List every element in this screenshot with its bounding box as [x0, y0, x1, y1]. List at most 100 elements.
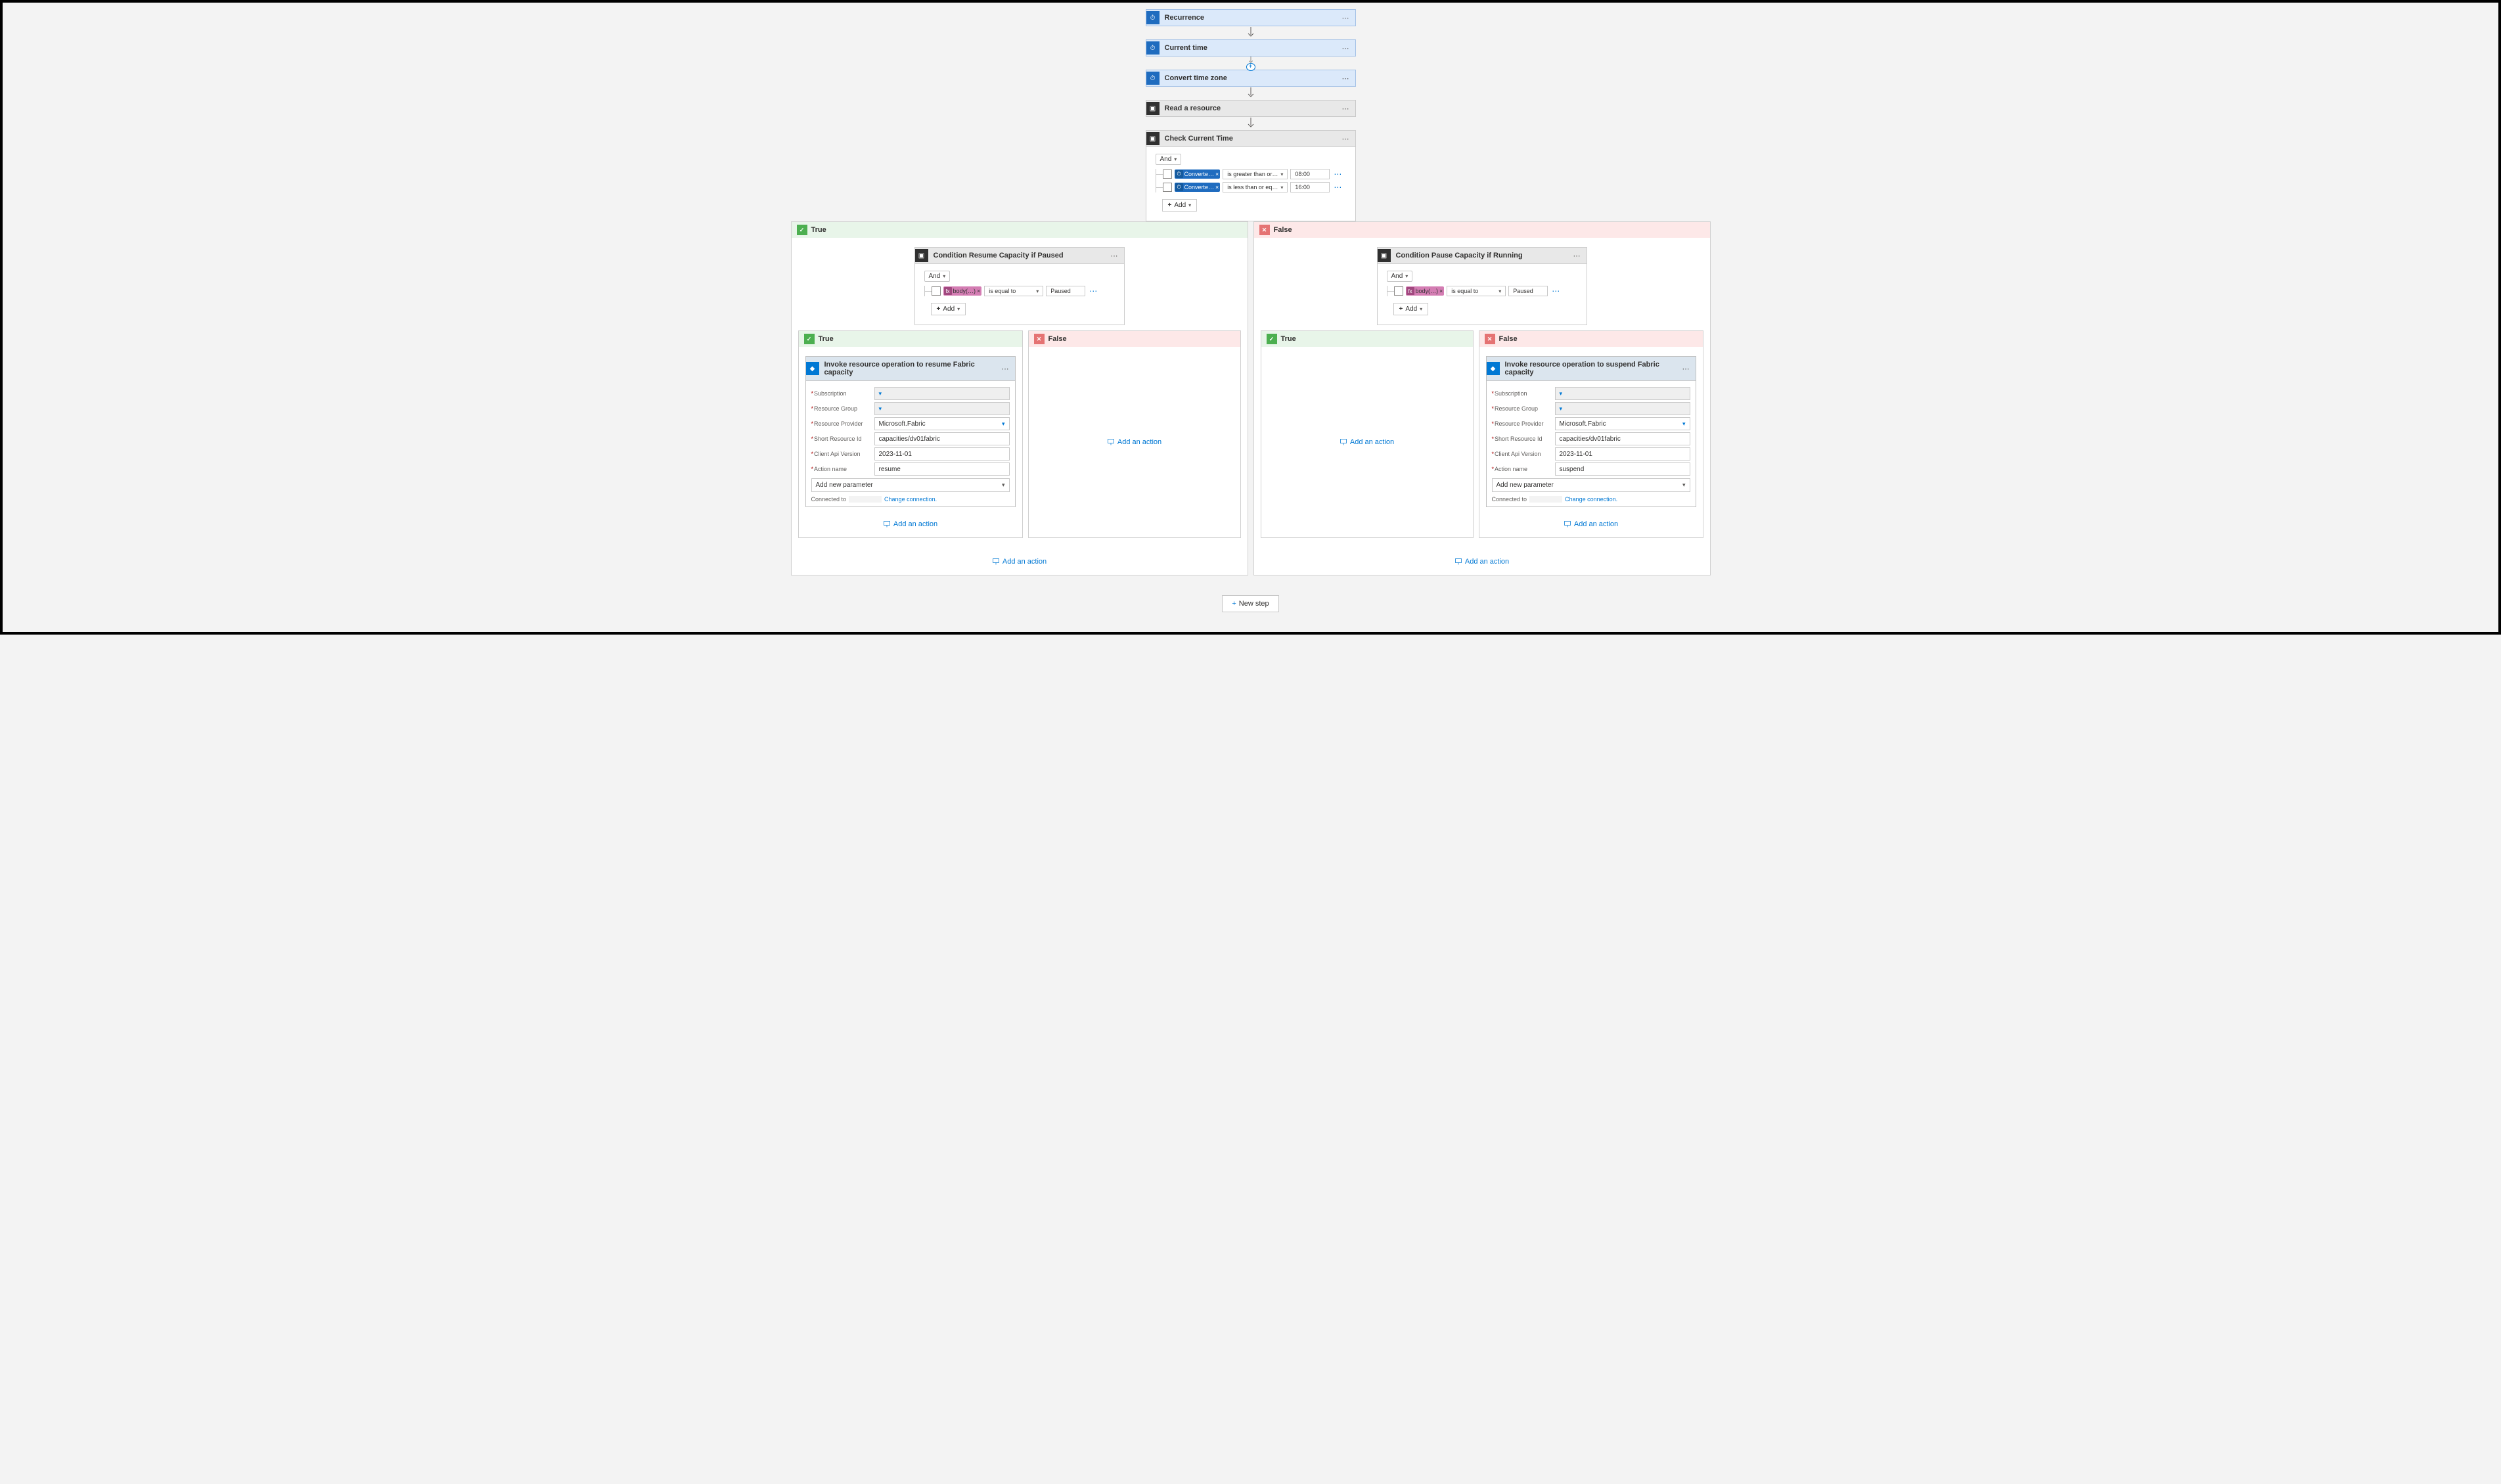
field-input[interactable]	[1555, 402, 1690, 415]
invoke-suspend-form: *Subscription*Resource Group*Resource Pr…	[1487, 381, 1696, 506]
trigger-card[interactable]: ⏱Current time⋯	[1146, 39, 1356, 56]
trigger-card[interactable]: ▣Read a resource⋯	[1146, 100, 1356, 117]
body-token[interactable]: fx body(…) ×	[943, 286, 982, 296]
trigger-menu[interactable]: ⋯	[1337, 74, 1355, 83]
pause-condition-row: fx body(…) × is equal to Paused ⋯	[1394, 286, 1577, 296]
field-input[interactable]: resume	[874, 462, 1010, 476]
field-input[interactable]	[874, 402, 1010, 415]
row-menu[interactable]: ⋯	[1552, 286, 1560, 296]
invoke-suspend-header[interactable]: ◆ Invoke resource operation to suspend F…	[1487, 357, 1696, 381]
resume-logic-selector[interactable]: And	[924, 271, 951, 282]
add-action-link[interactable]: Add an action	[1454, 558, 1509, 566]
check-header[interactable]: ▣ Check Current Time ⋯	[1146, 131, 1355, 147]
add-action-link[interactable]: Add an action	[1340, 438, 1394, 446]
add-action-link[interactable]: Add an action	[992, 558, 1047, 566]
add-action-icon	[1340, 438, 1347, 446]
field-input[interactable]: 2023-11-01	[874, 447, 1010, 461]
add-parameter-dropdown[interactable]: Add new parameter	[811, 478, 1010, 492]
field-label: *Action name	[1492, 466, 1551, 472]
converted-time-token[interactable]: ⏱Converte…×	[1175, 183, 1221, 192]
row-menu[interactable]: ⋯	[1334, 183, 1342, 192]
connection-row: Connected toChange connection.	[811, 496, 1010, 503]
condition-resume-header[interactable]: ▣ Condition Resume Capacity if Paused ⋯	[915, 248, 1124, 264]
pause-inner-true: ✓ True Add an action	[1261, 330, 1474, 538]
token-remove[interactable]: ×	[1215, 184, 1219, 191]
add-action-link[interactable]: Add an action	[1564, 520, 1618, 528]
check-add-row[interactable]: Add	[1162, 199, 1198, 212]
operator-select[interactable]: is greater than or…	[1223, 169, 1288, 179]
invoke-resume-card: ◆ Invoke resource operation to resume Fa…	[805, 356, 1016, 507]
operator-select[interactable]: is equal to	[984, 286, 1043, 296]
resume-condition-row: fx body(…) × is equal to Paused ⋯	[932, 286, 1115, 296]
add-action-icon	[992, 558, 1000, 566]
form-row-resourceGroup: *Resource Group	[811, 402, 1010, 415]
form-row-actionName: *Action name suspend	[1492, 462, 1690, 476]
add-action-link[interactable]: Add an action	[1107, 438, 1161, 446]
add-parameter-dropdown[interactable]: Add new parameter	[1492, 478, 1690, 492]
trigger-card[interactable]: ⏱Convert time zone⋯	[1146, 70, 1356, 87]
row-menu[interactable]: ⋯	[1089, 286, 1098, 296]
value-input[interactable]: 08:00	[1290, 169, 1330, 179]
form-row-clientApiVersion: *Client Api Version2023-11-01	[1492, 447, 1690, 461]
trigger-card[interactable]: ⏱Recurrence⋯	[1146, 9, 1356, 26]
converted-time-token[interactable]: ⏱Converte…×	[1175, 169, 1221, 179]
token-remove[interactable]: ×	[1439, 288, 1443, 294]
change-connection-link[interactable]: Change connection.	[884, 496, 937, 503]
row-checkbox[interactable]	[1163, 183, 1172, 192]
pause-logic-selector[interactable]: And	[1387, 271, 1413, 282]
field-input[interactable]: capacities/dv01fabric	[1555, 432, 1690, 445]
field-label: *Resource Group	[1492, 405, 1551, 412]
trigger-icon: ⏱	[1146, 72, 1160, 85]
field-input[interactable]: 2023-11-01	[1555, 447, 1690, 461]
field-input[interactable]: Microsoft.Fabric	[874, 417, 1010, 430]
invoke-suspend-menu[interactable]: ⋯	[1677, 365, 1696, 373]
check-icon: ✓	[797, 225, 807, 235]
add-action-icon	[1454, 558, 1462, 566]
condition-resume-menu[interactable]: ⋯	[1106, 252, 1124, 260]
value-input[interactable]: Paused	[1508, 286, 1548, 296]
condition-resume-card: ▣ Condition Resume Capacity if Paused ⋯ …	[914, 247, 1125, 325]
field-label: *Client Api Version	[811, 451, 870, 457]
row-menu[interactable]: ⋯	[1334, 169, 1342, 179]
trigger-menu[interactable]: ⋯	[1337, 44, 1355, 53]
check-icon: ✓	[804, 334, 815, 344]
operator-select[interactable]: is less than or eq…	[1223, 182, 1288, 192]
pause-add-row[interactable]: Add	[1393, 303, 1429, 315]
check-menu[interactable]: ⋯	[1337, 135, 1355, 143]
condition-pause-header[interactable]: ▣ Condition Pause Capacity if Running ⋯	[1378, 248, 1587, 264]
connector-arrow: +	[1146, 56, 1356, 70]
resume-add-row[interactable]: Add	[931, 303, 966, 315]
row-checkbox[interactable]	[1163, 169, 1172, 179]
change-connection-link[interactable]: Change connection.	[1565, 496, 1617, 503]
token-remove[interactable]: ×	[1215, 171, 1219, 177]
row-checkbox[interactable]	[932, 286, 941, 296]
operator-select[interactable]: is equal to	[1447, 286, 1506, 296]
add-action-link[interactable]: Add an action	[883, 520, 937, 528]
token-remove[interactable]: ×	[977, 288, 980, 294]
field-input[interactable]	[874, 387, 1010, 400]
connection-name-redacted	[849, 496, 882, 503]
field-input[interactable]: suspend	[1555, 462, 1690, 476]
resume-inner-false: ✕ False Add an action	[1028, 330, 1241, 538]
arm-icon: ◆	[806, 362, 819, 375]
value-input[interactable]: 16:00	[1290, 182, 1330, 192]
row-checkbox[interactable]	[1394, 286, 1403, 296]
new-step-button[interactable]: New step	[1222, 595, 1278, 612]
field-input[interactable]	[1555, 387, 1690, 400]
branch-true: ✓ True ▣ Condition Resume Capacity if Pa…	[791, 221, 1248, 575]
body-token[interactable]: fx body(…) ×	[1406, 286, 1445, 296]
invoke-resume-form: *Subscription*Resource Group*Resource Pr…	[806, 381, 1015, 506]
field-input[interactable]: Microsoft.Fabric	[1555, 417, 1690, 430]
trigger-title: Convert time zone	[1160, 70, 1337, 86]
invoke-resume-menu[interactable]: ⋯	[997, 365, 1015, 373]
trigger-menu[interactable]: ⋯	[1337, 104, 1355, 113]
connection-name-redacted	[1529, 496, 1562, 503]
check-icon: ✓	[1267, 334, 1277, 344]
value-input[interactable]: Paused	[1046, 286, 1085, 296]
invoke-resume-header[interactable]: ◆ Invoke resource operation to resume Fa…	[806, 357, 1015, 381]
trigger-title: Current time	[1160, 40, 1337, 56]
check-logic-selector[interactable]: And	[1156, 154, 1182, 165]
trigger-menu[interactable]: ⋯	[1337, 14, 1355, 22]
condition-pause-menu[interactable]: ⋯	[1568, 252, 1587, 260]
field-input[interactable]: capacities/dv01fabric	[874, 432, 1010, 445]
